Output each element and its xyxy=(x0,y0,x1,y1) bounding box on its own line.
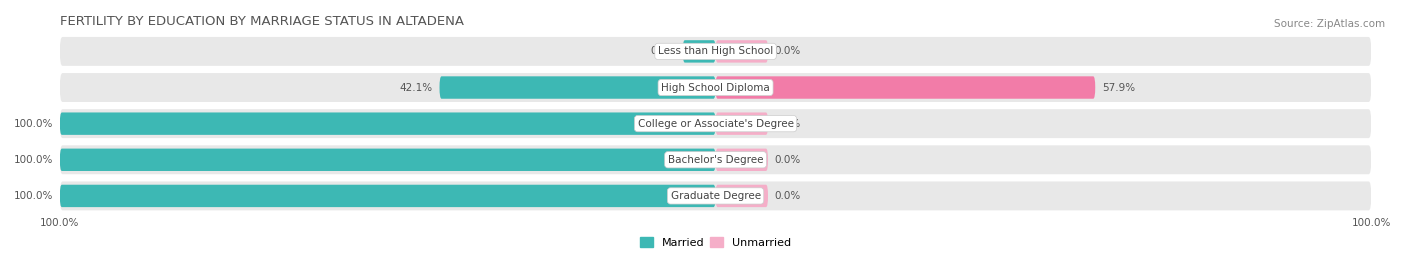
FancyBboxPatch shape xyxy=(716,185,768,207)
FancyBboxPatch shape xyxy=(60,185,716,207)
FancyBboxPatch shape xyxy=(60,112,716,135)
Text: High School Diploma: High School Diploma xyxy=(661,83,770,93)
FancyBboxPatch shape xyxy=(440,76,716,99)
Text: 100.0%: 100.0% xyxy=(14,155,53,165)
FancyBboxPatch shape xyxy=(683,40,716,63)
FancyBboxPatch shape xyxy=(716,148,768,171)
FancyBboxPatch shape xyxy=(60,182,1371,210)
FancyBboxPatch shape xyxy=(60,73,1371,102)
FancyBboxPatch shape xyxy=(716,76,1095,99)
FancyBboxPatch shape xyxy=(60,37,1371,66)
Text: 0.0%: 0.0% xyxy=(775,155,801,165)
Text: Less than High School: Less than High School xyxy=(658,46,773,56)
Text: 100.0%: 100.0% xyxy=(14,119,53,129)
Text: 100.0%: 100.0% xyxy=(14,191,53,201)
Text: 57.9%: 57.9% xyxy=(1102,83,1135,93)
FancyBboxPatch shape xyxy=(60,148,716,171)
FancyBboxPatch shape xyxy=(60,109,1371,138)
Text: Bachelor's Degree: Bachelor's Degree xyxy=(668,155,763,165)
Text: 0.0%: 0.0% xyxy=(775,119,801,129)
FancyBboxPatch shape xyxy=(716,40,768,63)
FancyBboxPatch shape xyxy=(716,112,768,135)
Text: College or Associate's Degree: College or Associate's Degree xyxy=(637,119,793,129)
Text: 0.0%: 0.0% xyxy=(650,46,676,56)
Text: 0.0%: 0.0% xyxy=(775,191,801,201)
Text: Source: ZipAtlas.com: Source: ZipAtlas.com xyxy=(1274,19,1385,29)
Text: Graduate Degree: Graduate Degree xyxy=(671,191,761,201)
FancyBboxPatch shape xyxy=(60,145,1371,174)
Text: 0.0%: 0.0% xyxy=(775,46,801,56)
Text: FERTILITY BY EDUCATION BY MARRIAGE STATUS IN ALTADENA: FERTILITY BY EDUCATION BY MARRIAGE STATU… xyxy=(60,15,464,28)
Legend: Married, Unmarried: Married, Unmarried xyxy=(640,238,792,248)
Text: 42.1%: 42.1% xyxy=(399,83,433,93)
